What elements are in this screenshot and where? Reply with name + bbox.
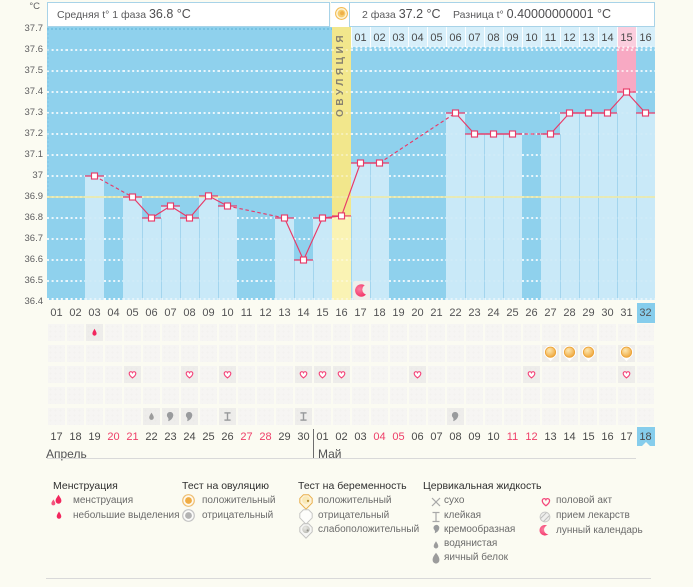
- svg-text:01: 01: [354, 32, 366, 44]
- svg-text:04: 04: [411, 32, 423, 44]
- svg-text:03: 03: [392, 32, 404, 44]
- svg-text:02: 02: [373, 32, 385, 44]
- svg-text:15: 15: [620, 32, 632, 44]
- svg-text:13: 13: [582, 32, 594, 44]
- svg-text:07: 07: [468, 32, 480, 44]
- svg-text:05: 05: [430, 32, 442, 44]
- svg-text:12: 12: [563, 32, 575, 44]
- svg-text:14: 14: [601, 32, 613, 44]
- svg-text:09: 09: [506, 32, 518, 44]
- svg-text:08: 08: [487, 32, 499, 44]
- svg-text:06: 06: [449, 32, 461, 44]
- svg-text:10: 10: [525, 32, 537, 44]
- svg-text:16: 16: [639, 32, 651, 44]
- svg-text:11: 11: [545, 32, 556, 44]
